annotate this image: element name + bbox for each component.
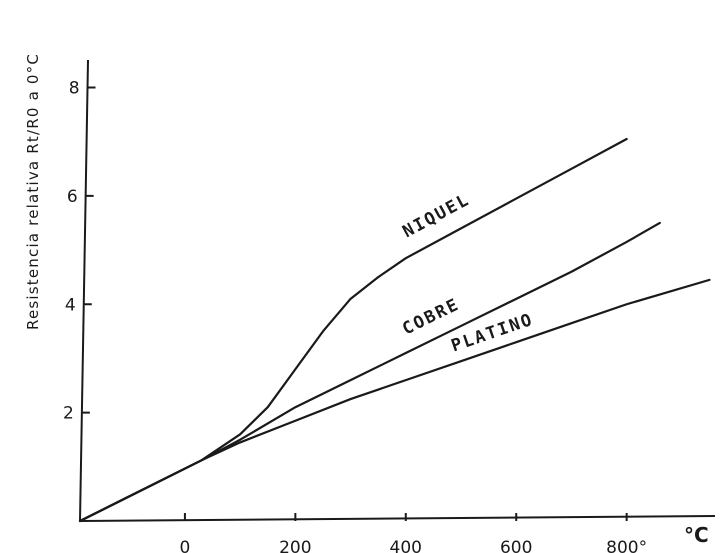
x-unit-label: °C	[684, 523, 709, 547]
series-lines	[78, 137, 711, 523]
y-tick-label-3: 8	[69, 79, 80, 99]
series-line-cobre	[78, 221, 661, 523]
x-axis	[79, 515, 716, 522]
y-axis	[79, 59, 89, 522]
series-line-platino	[78, 278, 711, 523]
x-tick-label-2: 400	[390, 538, 422, 553]
y-tick-label-1: 4	[65, 295, 76, 315]
ticks: 0 200 400 600 800° 2 4 6 8	[63, 79, 647, 553]
y-tick-label-0: 2	[63, 404, 74, 424]
series-label-cobre: COBRE	[399, 295, 463, 340]
series-label-niquel: NIQUEL	[399, 190, 473, 242]
series-line-niquel	[78, 137, 628, 523]
x-tick-label-3: 600	[500, 538, 532, 553]
x-tick-label-0: 0	[179, 538, 190, 553]
y-axis-label: Resistencia relativa Rt/R0 a 0°C	[24, 53, 42, 330]
x-tick-label-4: 800°	[606, 538, 647, 553]
axes	[79, 59, 716, 522]
x-tick-label-1: 200	[279, 538, 311, 553]
y-tick-label-2: 6	[67, 187, 78, 207]
